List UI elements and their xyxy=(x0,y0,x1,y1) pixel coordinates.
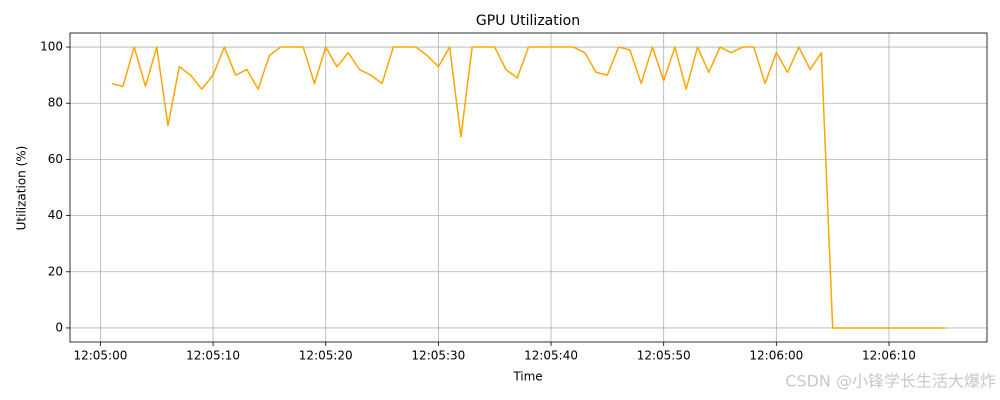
y-tick-label: 100 xyxy=(40,40,63,54)
y-tick-label: 80 xyxy=(48,96,63,110)
x-tick-label: 12:05:20 xyxy=(299,349,353,363)
y-axis-label: Utilization (%) xyxy=(15,146,29,231)
x-tick-label: 12:05:50 xyxy=(637,349,691,363)
x-tick-label: 12:05:10 xyxy=(186,349,240,363)
x-tick-label: 12:05:40 xyxy=(524,349,578,363)
x-axis-label: Time xyxy=(512,370,542,384)
plot-frame xyxy=(69,32,988,343)
y-tick-label: 0 xyxy=(55,320,63,334)
x-tick-label: 12:06:10 xyxy=(862,349,916,363)
y-tick-label: 20 xyxy=(48,264,63,278)
x-tick-label: 12:05:00 xyxy=(73,349,127,363)
x-tick-label: 12:06:00 xyxy=(749,349,803,363)
x-tick-label: 12:05:30 xyxy=(411,349,465,363)
y-tick-label: 60 xyxy=(48,152,63,166)
watermark: CSDN @小锋学长生活大爆炸 xyxy=(785,372,996,391)
chart-title: GPU Utilization xyxy=(476,13,580,29)
data-line xyxy=(111,46,946,329)
y-tick-label: 40 xyxy=(48,208,63,222)
